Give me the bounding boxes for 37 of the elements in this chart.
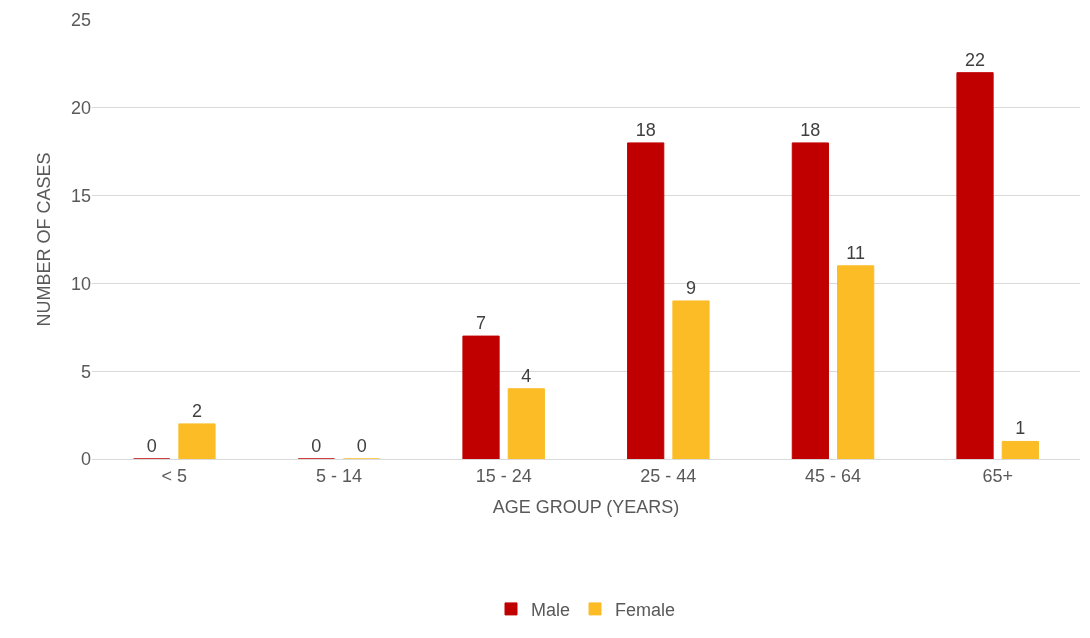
bar: [837, 265, 875, 459]
bar: [956, 72, 994, 459]
bar: [507, 388, 545, 459]
legend-label: Male: [531, 599, 571, 620]
x-tick-label: 5 - 14: [315, 465, 363, 486]
x-tick-label: 15 - 24: [475, 465, 532, 486]
y-tick-label: 5: [80, 361, 91, 382]
data-label: 7: [476, 313, 487, 334]
x-axis-title: AGE GROUP (YEARS): [492, 496, 680, 517]
bar: [178, 423, 216, 459]
data-label: 18: [800, 119, 821, 140]
y-tick-label: 0: [80, 449, 91, 470]
data-label: 18: [635, 119, 656, 140]
data-label: 9: [685, 277, 696, 298]
bar: [791, 142, 829, 459]
data-label: 1: [1015, 418, 1026, 439]
legend-label: Female: [615, 599, 676, 620]
bar: [627, 142, 665, 459]
y-axis-title: NUMBER OF CASES: [34, 152, 55, 327]
data-label: 22: [965, 49, 986, 70]
bar: [1001, 440, 1039, 459]
data-label: 2: [191, 400, 202, 421]
data-label: 11: [846, 242, 865, 263]
y-tick-label: 25: [70, 10, 91, 31]
y-tick-label: 20: [70, 98, 91, 119]
y-tick-label: 15: [70, 185, 91, 206]
x-tick-label: 45 - 64: [804, 465, 862, 486]
data-label: 0: [356, 436, 367, 456]
x-tick-label: 25 - 44: [640, 465, 697, 486]
data-label: 4: [521, 365, 532, 386]
x-tick-label: < 5: [161, 465, 188, 486]
data-label: 0: [146, 436, 157, 456]
bar: [462, 335, 500, 459]
bar: [672, 300, 710, 459]
y-tick-label: 10: [70, 273, 91, 294]
x-tick-label: 65+: [982, 465, 1013, 486]
data-label: 0: [311, 436, 322, 456]
